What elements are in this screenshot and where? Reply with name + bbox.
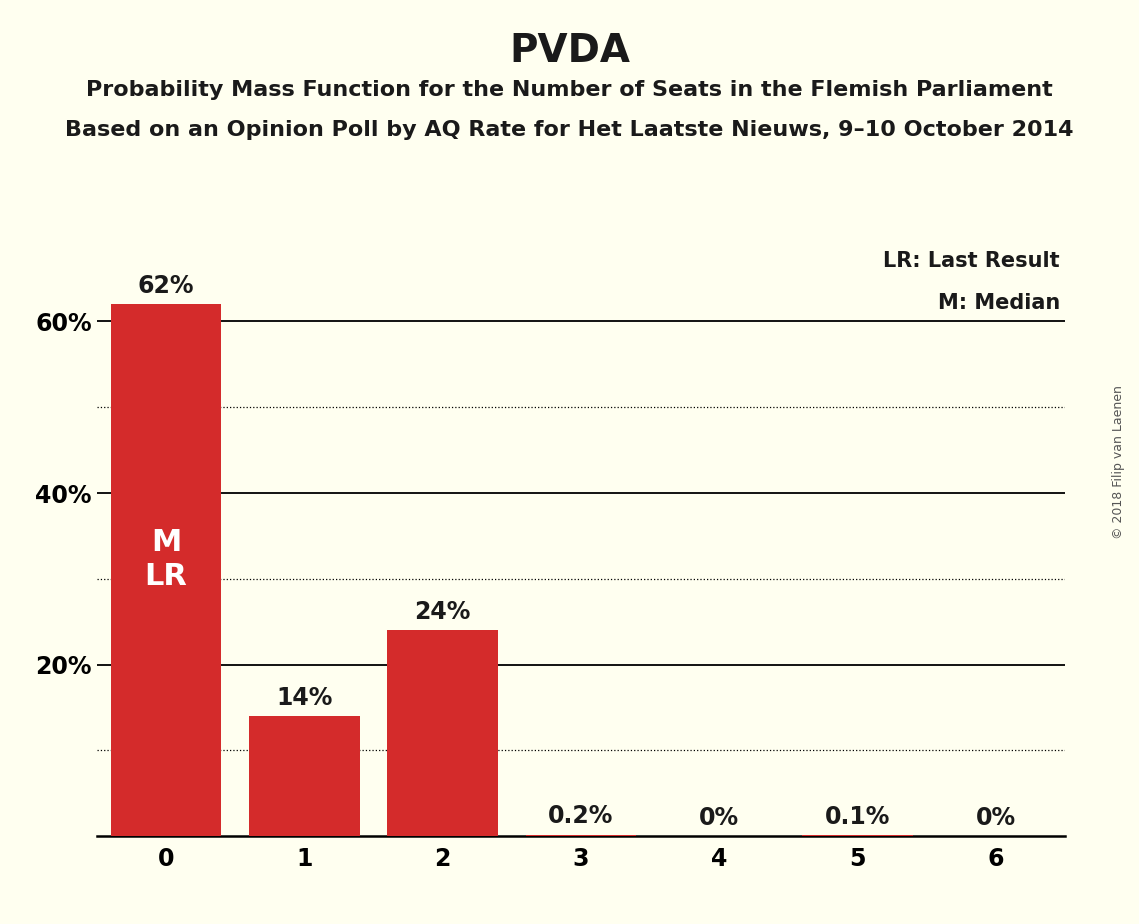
Text: M: Median: M: Median (937, 293, 1060, 312)
Text: M
LR: M LR (145, 529, 188, 591)
Bar (387, 630, 498, 836)
Text: PVDA: PVDA (509, 32, 630, 70)
Text: © 2018 Filip van Laenen: © 2018 Filip van Laenen (1112, 385, 1125, 539)
Text: 0.2%: 0.2% (548, 805, 614, 829)
Bar (249, 716, 360, 836)
Text: 0.1%: 0.1% (825, 806, 891, 830)
Text: 24%: 24% (415, 601, 470, 625)
Text: 62%: 62% (138, 274, 195, 298)
Text: Probability Mass Function for the Number of Seats in the Flemish Parliament: Probability Mass Function for the Number… (87, 80, 1052, 101)
Text: 14%: 14% (276, 687, 333, 710)
Text: 0%: 0% (699, 807, 739, 831)
Text: 0%: 0% (976, 807, 1016, 831)
Bar (110, 304, 221, 836)
Bar (525, 834, 637, 836)
Text: LR: Last Result: LR: Last Result (884, 250, 1060, 271)
Text: Based on an Opinion Poll by AQ Rate for Het Laatste Nieuws, 9–10 October 2014: Based on an Opinion Poll by AQ Rate for … (65, 120, 1074, 140)
